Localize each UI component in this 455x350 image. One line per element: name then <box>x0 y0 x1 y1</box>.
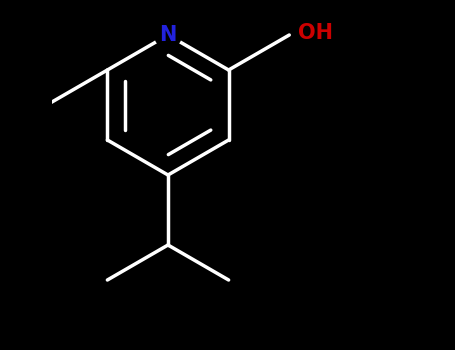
Text: N: N <box>159 25 177 45</box>
Circle shape <box>155 22 181 48</box>
Text: OH: OH <box>298 23 333 43</box>
